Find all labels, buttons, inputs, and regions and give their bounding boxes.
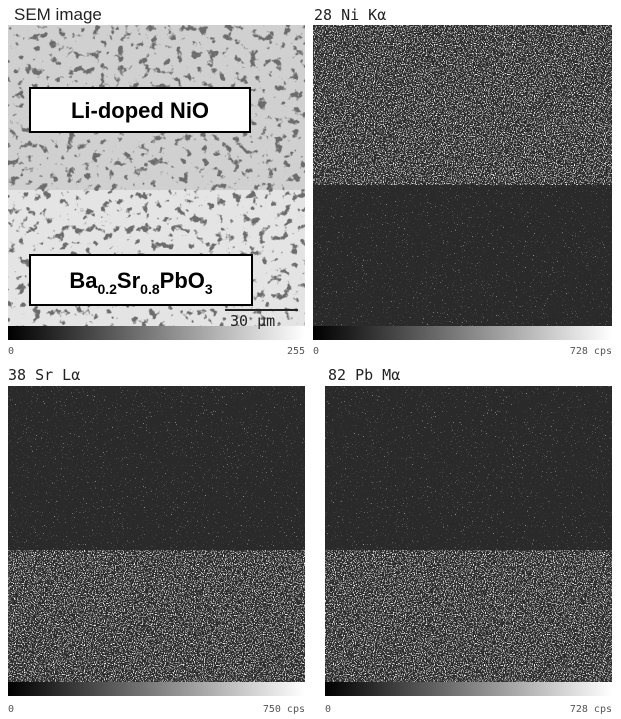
panel-label: 28 Ni Kα (314, 6, 386, 24)
formula-part: Ba (69, 268, 98, 293)
annotation-box (30, 255, 252, 305)
intensity-scale (8, 682, 305, 696)
formula-subscript: 3 (205, 281, 213, 297)
intensity-scale (313, 326, 612, 340)
scale-min: 0 (8, 346, 14, 357)
scale-max: 255 (287, 346, 305, 357)
scale-min: 0 (8, 704, 14, 715)
annotation: Li-doped NiO (71, 98, 209, 123)
map-dense-region (313, 25, 612, 185)
map-dense-region (325, 550, 612, 682)
map-sparse-region (325, 386, 612, 550)
formula-part: PbO (160, 268, 205, 293)
map-dense-region (8, 550, 305, 682)
map-sparse-region (313, 185, 612, 326)
panel-label: 82 Pb Mα (328, 366, 400, 384)
scale-max: 728 cps (570, 704, 612, 715)
scale-max: 728 cps (570, 346, 612, 357)
scale-bar-label: 30 μm (230, 312, 275, 330)
scale-min: 0 (325, 704, 331, 715)
formula-subscript: 0.8 (140, 281, 160, 297)
map-sparse-region (8, 386, 305, 550)
panel-label: SEM image (14, 5, 102, 24)
figure: SEM image Li-doped NiO Ba0.2Sr0.8PbO3 30… (0, 0, 621, 719)
scale-min: 0 (313, 346, 319, 357)
formula-subscript: 0.2 (97, 281, 117, 297)
scale-max: 750 cps (263, 704, 305, 715)
intensity-scale (325, 682, 612, 696)
panel-label: 38 Sr Lα (8, 366, 80, 384)
formula-part: Sr (117, 268, 141, 293)
